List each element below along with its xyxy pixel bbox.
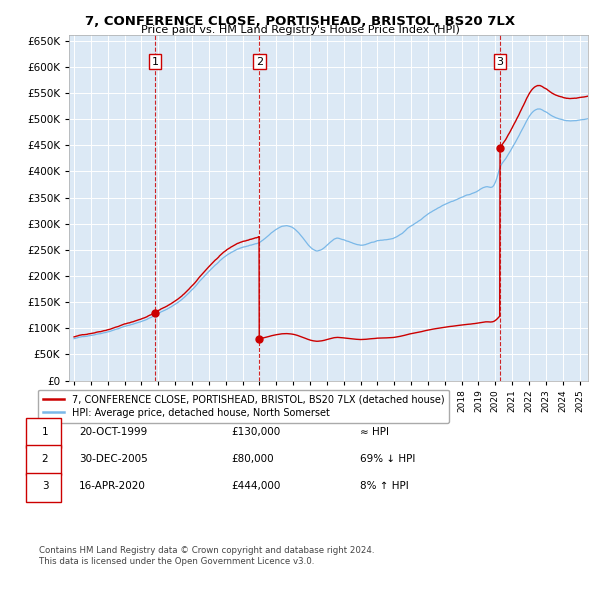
Text: 1: 1	[151, 57, 158, 67]
Text: 69% ↓ HPI: 69% ↓ HPI	[360, 454, 415, 464]
Text: 1: 1	[41, 427, 49, 437]
Legend: 7, CONFERENCE CLOSE, PORTISHEAD, BRISTOL, BS20 7LX (detached house), HPI: Averag: 7, CONFERENCE CLOSE, PORTISHEAD, BRISTOL…	[38, 389, 449, 422]
Text: £444,000: £444,000	[231, 481, 280, 491]
Text: 7, CONFERENCE CLOSE, PORTISHEAD, BRISTOL, BS20 7LX: 7, CONFERENCE CLOSE, PORTISHEAD, BRISTOL…	[85, 15, 515, 28]
Text: 3: 3	[497, 57, 503, 67]
Text: 8% ↑ HPI: 8% ↑ HPI	[360, 481, 409, 491]
Text: Contains HM Land Registry data © Crown copyright and database right 2024.: Contains HM Land Registry data © Crown c…	[39, 546, 374, 555]
Text: 16-APR-2020: 16-APR-2020	[79, 481, 146, 491]
Text: Price paid vs. HM Land Registry's House Price Index (HPI): Price paid vs. HM Land Registry's House …	[140, 25, 460, 35]
Text: 30-DEC-2005: 30-DEC-2005	[79, 454, 148, 464]
Text: 3: 3	[41, 481, 49, 491]
Text: £130,000: £130,000	[231, 427, 280, 437]
Text: 20-OCT-1999: 20-OCT-1999	[79, 427, 148, 437]
Text: This data is licensed under the Open Government Licence v3.0.: This data is licensed under the Open Gov…	[39, 558, 314, 566]
Text: £80,000: £80,000	[231, 454, 274, 464]
Text: 2: 2	[256, 57, 263, 67]
Text: ≈ HPI: ≈ HPI	[360, 427, 389, 437]
Text: 2: 2	[41, 454, 49, 464]
